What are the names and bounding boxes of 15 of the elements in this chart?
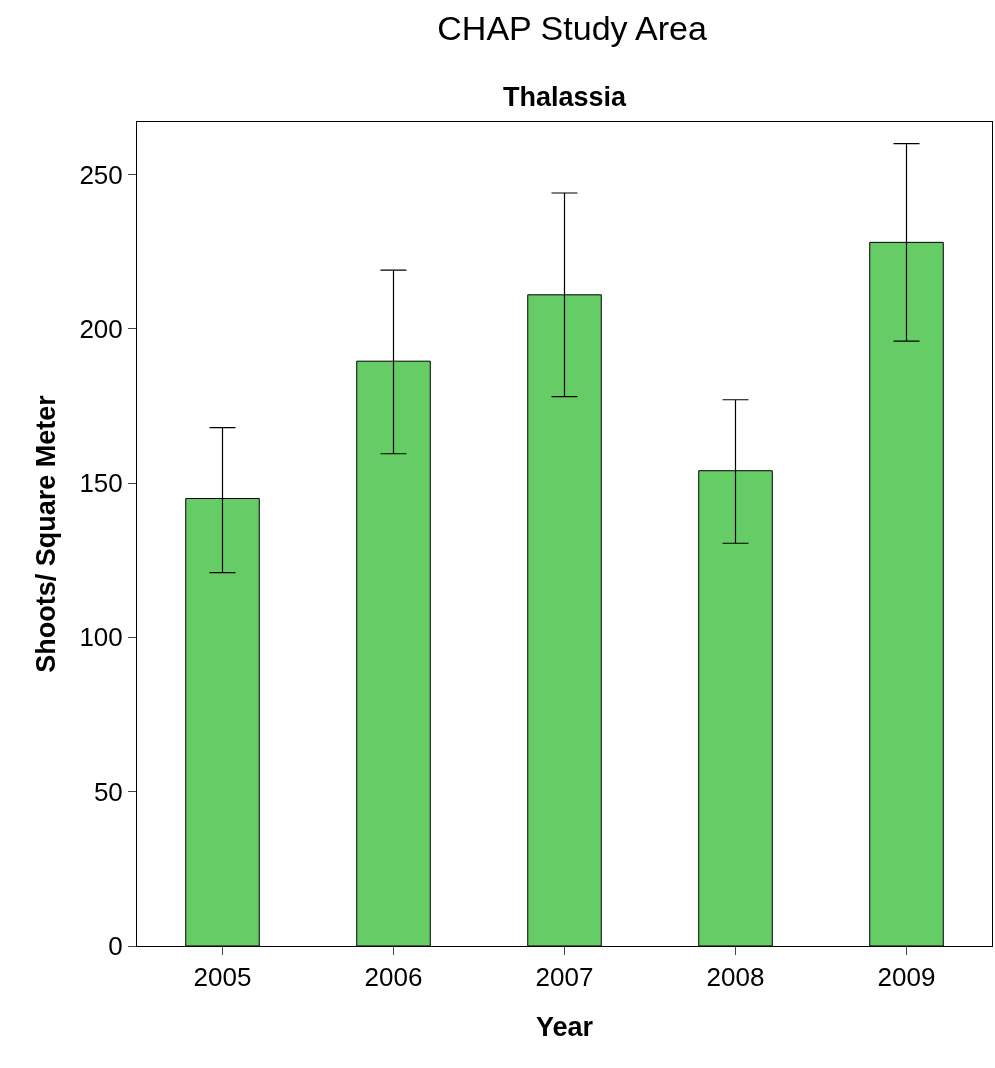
x-axis-title: Year bbox=[535, 1011, 594, 1042]
x-tick-label: 2009 bbox=[877, 962, 936, 993]
y-tick-label: 100 bbox=[79, 622, 123, 653]
x-tick-label: 2007 bbox=[535, 962, 594, 993]
y-tick-label: 250 bbox=[79, 159, 123, 190]
x-tick-label: 2008 bbox=[706, 962, 765, 993]
x-tick-label: 2006 bbox=[364, 962, 423, 993]
y-tick-label: 200 bbox=[79, 313, 123, 344]
x-tick-label: 2005 bbox=[193, 962, 252, 993]
y-tick-label: 150 bbox=[79, 468, 123, 499]
chart-subtitle: Thalassia bbox=[503, 82, 628, 112]
y-tick-label: 0 bbox=[108, 931, 123, 962]
y-axis-title: Shoots/ Square Meter bbox=[31, 394, 62, 673]
y-tick-label: 50 bbox=[93, 776, 123, 807]
chart-title: CHAP Study Area bbox=[437, 8, 708, 47]
